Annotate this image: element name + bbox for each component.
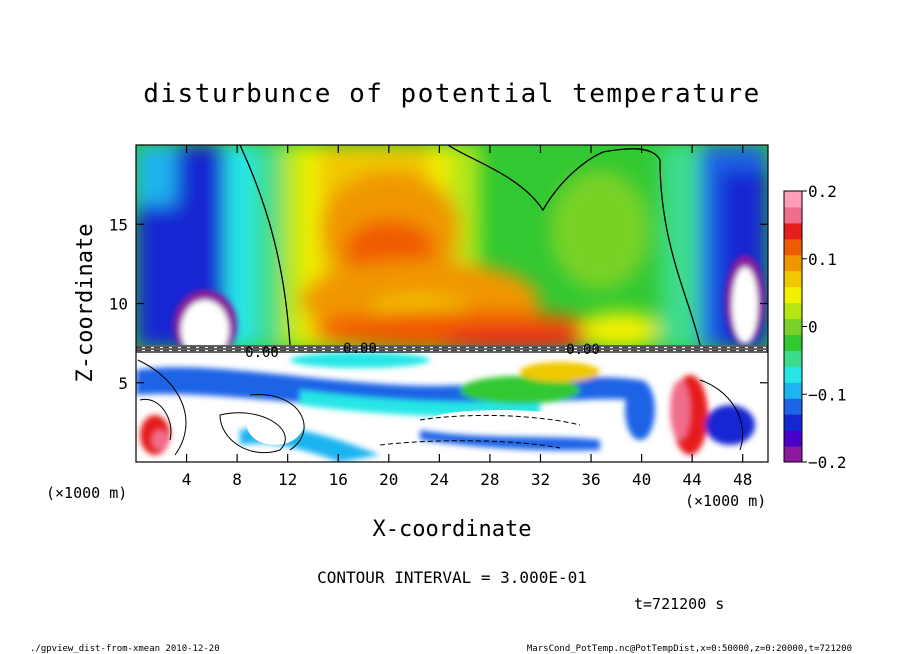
- contour-label: 0.00: [343, 341, 377, 357]
- x-tick-label: 4: [182, 470, 192, 489]
- colorbar-swatch: [784, 334, 802, 351]
- colorbar-swatch: [784, 206, 802, 224]
- colorbar-tick-label: −0.2: [808, 453, 847, 472]
- x-unit-right: (×1000 m): [685, 492, 766, 510]
- x-tick-label: 12: [278, 470, 297, 489]
- footer-left: ./gpview_dist-from-xmean 2010-12-20: [30, 644, 220, 654]
- colorbar-tick-label: 0.1: [808, 250, 837, 269]
- x-axis: 4 8 12 16 20 24 28 32 36 40 44 48: [182, 145, 752, 489]
- colorbar-tick-label: −0.1: [808, 385, 847, 404]
- footer-right: MarsCond_PotTemp.nc@PotTempDist,x=0:5000…: [527, 644, 852, 654]
- colorbar-swatch: [784, 414, 802, 431]
- colorbar-swatch: [784, 270, 802, 288]
- x-tick-label: 28: [480, 470, 499, 489]
- colorbar-swatch: [784, 318, 802, 335]
- y-tick-label: 15: [109, 215, 128, 234]
- inversion-band: [136, 345, 768, 353]
- x-tick-label: 24: [430, 470, 449, 489]
- colorbar-swatch: [784, 302, 802, 320]
- colorbar-swatch: [784, 254, 802, 272]
- colorbar-tick-label: 0: [808, 318, 818, 337]
- x-tick-label: 36: [581, 470, 600, 489]
- colorbar-swatch: [784, 350, 802, 367]
- colorbar-swatch: [784, 366, 802, 383]
- colorbar-swatch: [784, 222, 802, 240]
- colorbar-tick-label: 0.2: [808, 182, 837, 201]
- y-axis: 5 10 15: [109, 215, 768, 393]
- x-tick-label: 40: [632, 470, 651, 489]
- colorbar: 0.2 0.1 0 −0.1 −0.2: [783, 182, 847, 472]
- x-tick-label: 8: [232, 470, 242, 489]
- colorbar-swatch: [784, 430, 802, 447]
- contour-label: 0.00: [566, 342, 600, 358]
- x-axis-label: X-coordinate: [373, 517, 532, 542]
- x-tick-label: 48: [733, 470, 752, 489]
- colorbar-swatch: [784, 191, 802, 208]
- y-tick-label: 10: [109, 295, 128, 314]
- colorbar-swatch: [784, 382, 802, 399]
- contour-label: 0.00: [245, 345, 279, 361]
- colorbar-swatch: [784, 446, 802, 463]
- x-unit-left: (×1000 m): [46, 484, 127, 502]
- chart-title: disturbunce of potential temperature: [143, 79, 761, 109]
- x-tick-label: 16: [329, 470, 348, 489]
- x-tick-label: 32: [531, 470, 550, 489]
- contour-interval-text: CONTOUR INTERVAL = 3.000E-01: [317, 568, 587, 587]
- time-text: t=721200 s: [634, 595, 724, 613]
- heatmap-field: [136, 145, 768, 462]
- x-tick-label: 20: [379, 470, 398, 489]
- y-axis-label: Z-coordinate: [73, 224, 98, 383]
- colorbar-swatch: [784, 286, 802, 304]
- colorbar-swatch: [784, 238, 802, 256]
- x-tick-label: 44: [683, 470, 702, 489]
- colorbar-swatch: [784, 398, 802, 415]
- y-tick-label: 5: [118, 374, 128, 393]
